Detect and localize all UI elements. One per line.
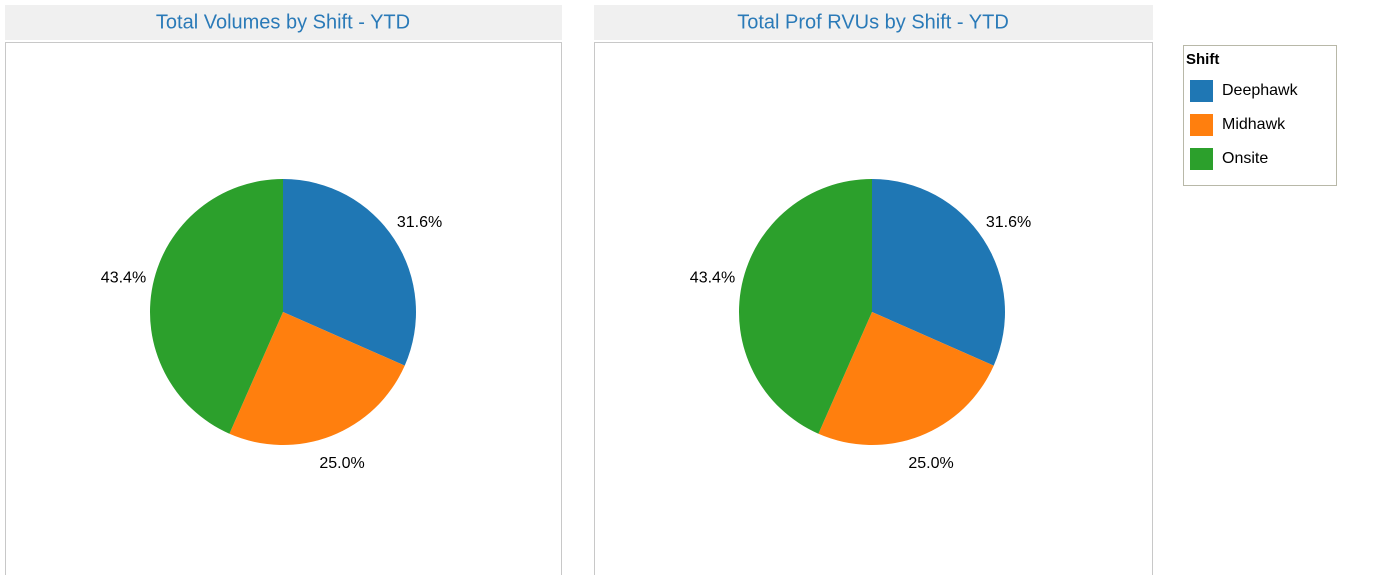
chart-title: Total Volumes by Shift - YTD — [156, 11, 410, 33]
pie-slice — [872, 179, 1005, 366]
slice-label: 25.0% — [908, 455, 953, 472]
legend-swatch — [1190, 80, 1213, 102]
pie-slice — [149, 179, 283, 434]
legend-label: Onsite — [1222, 150, 1268, 167]
chart-title: Total Prof RVUs by Shift - YTD — [737, 11, 1009, 33]
slice-label: 43.4% — [690, 270, 735, 287]
title-bar — [5, 5, 562, 40]
pie-slice — [738, 179, 872, 434]
slice-label: 43.4% — [101, 270, 146, 287]
pie-slice — [818, 312, 994, 445]
title-bar — [594, 5, 1153, 40]
slice-label: 31.6% — [986, 214, 1031, 231]
pie-slice — [283, 179, 416, 366]
legend-swatch — [1190, 114, 1213, 136]
panel-border — [5, 42, 562, 575]
legend-swatch — [1190, 148, 1213, 170]
pie-slice — [229, 312, 405, 446]
slice-label: 25.0% — [319, 455, 364, 472]
legend-label: Deephawk — [1222, 82, 1299, 99]
legend-label: Midhawk — [1222, 116, 1286, 133]
slice-label: 31.6% — [397, 214, 442, 231]
panel-border — [594, 42, 1153, 575]
legend-title: Shift — [1186, 51, 1219, 68]
